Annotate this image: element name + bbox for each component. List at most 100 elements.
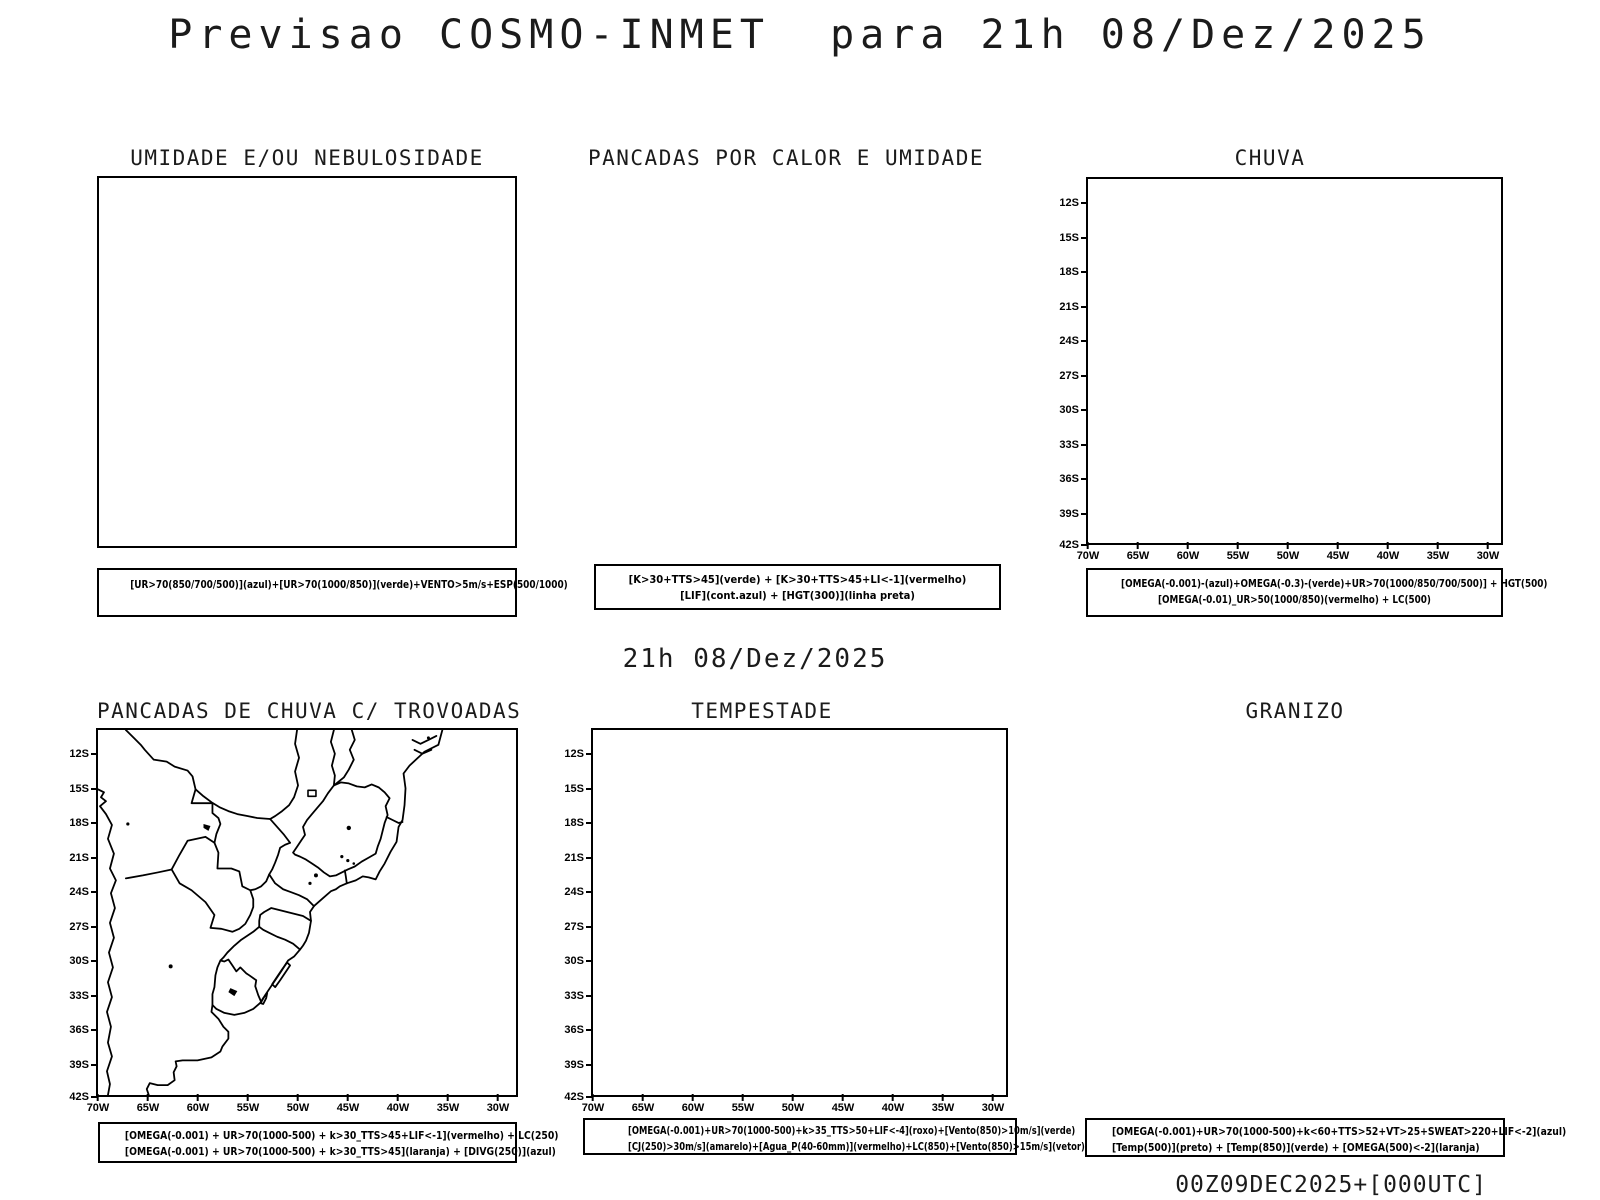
lon-tick-label: 55W [1226, 542, 1250, 562]
lat-tick-label: 27S [69, 920, 98, 933]
lat-tick-label: 36S [1059, 473, 1088, 485]
lon-tick-label: 30W [981, 1094, 1005, 1114]
lon-tick-label: 35W [931, 1094, 955, 1114]
legend-line: [OMEGA(-0.001)+UR>70(1000-500)+k>35_TTS>… [628, 1125, 1076, 1137]
plot-frame-chuva: 12S 15S 18S 21S 24S 27S 30S 33S 36S 39S … [1059, 177, 1503, 562]
border-sc-argentina [258, 914, 262, 928]
lat-tick-label: 12S [564, 748, 593, 760]
panel-title-tempestade: TEMPESTADE [691, 699, 833, 723]
border-goias-west [269, 818, 291, 844]
lon-tick-label: 50W [781, 1094, 805, 1114]
border-sc-rs [258, 925, 301, 951]
lat-tick-label: 30S [69, 955, 98, 967]
lon-tick-label: 70W [1076, 542, 1100, 562]
border-pr-sc [259, 907, 312, 922]
lon-tick-label: 50W [286, 1094, 310, 1114]
border-ne-states-1 [411, 735, 438, 745]
lon-tick-label: 30W [486, 1094, 510, 1114]
lagoa-dos-patos [271, 961, 291, 989]
border-bolivia-brazil [124, 730, 222, 844]
lat-tick-label: 27S [1059, 369, 1088, 382]
lon-tick-label: 60W [681, 1094, 705, 1114]
border-bolivia-argentina [124, 868, 173, 880]
lon-tick-label: 55W [731, 1094, 755, 1114]
lat-tick-label: 18S [69, 817, 98, 829]
border-uruguay [211, 958, 263, 1006]
lon-tick-label: 55W [236, 1094, 260, 1114]
lon-tick-label: 35W [436, 1094, 460, 1114]
lat-tick-label: 36S [564, 1024, 593, 1036]
border-rj-sp [343, 869, 348, 885]
legend-pancadas-calor: [K>30+TTS>45](verde) + [K>30+TTS>45+LI<-… [594, 564, 1001, 610]
lat-tick-label: 39S [1059, 507, 1088, 520]
lat-tick-label: 39S [564, 1058, 593, 1071]
distrito-federal-square [307, 789, 317, 798]
lat-tick-label: 15S [1059, 231, 1088, 244]
lon-tick-label: 30W [1476, 542, 1500, 562]
plot-frame-pancadas-trovoadas: 12S 15S 18S 21S 24S 27S 30S 33S 36S 39S … [69, 728, 518, 1114]
lat-tick-label: 42S [564, 1091, 593, 1103]
valid-time-subtitle: 21h 08/Dez/2025 [622, 644, 888, 674]
lat-tick-label: 21S [564, 851, 593, 864]
border-rio-parana [249, 841, 291, 892]
lat-tick-label: 24S [564, 886, 593, 898]
lon-tick-label: 50W [1276, 542, 1300, 562]
legend-line: [OMEGA(-0.001) + UR>70(1000-500) + k>30_… [124, 1145, 556, 1158]
lon-tick-label: 70W [581, 1094, 605, 1114]
lat-tick-label: 15S [564, 782, 593, 795]
legend-pancadas-trovoadas: [OMEGA(-0.001) + UR>70(1000-500) + k>30_… [98, 1122, 559, 1163]
border-andes [98, 788, 117, 1095]
coastline [145, 730, 444, 1095]
panel-title-chuva: CHUVA [1234, 146, 1306, 170]
plot-frame-umidade [97, 176, 517, 548]
legend-line: [OMEGA(-0.001)-(azul)+OMEGA(-0.3)-(verde… [1121, 578, 1548, 590]
legend-tempestade: [OMEGA(-0.001)+UR>70(1000-500)+k>35_TTS>… [583, 1118, 1085, 1155]
panel-title-umidade: UMIDADE E/OU NEBULOSIDADE [130, 146, 484, 170]
border-es-ba [385, 816, 404, 824]
legend-line: [OMEGA(-0.001)+UR>70(1000-500)+k<60+TTS>… [1111, 1126, 1567, 1138]
lon-tick-label: 45W [336, 1094, 360, 1114]
legend-line: [UR>70(850/700/500)](azul)+[UR>70(1000/8… [130, 579, 568, 591]
brazil-map [98, 730, 444, 1095]
legend-granizo: [OMEGA(-0.001)+UR>70(1000-500)+k<60+TTS>… [1085, 1118, 1567, 1157]
lon-tick-label: 40W [1376, 542, 1400, 562]
lat-tick-label: 30S [564, 955, 593, 967]
lon-tick-label: 45W [831, 1094, 855, 1114]
panel-title-pancadas-trovoadas: PANCADAS DE CHUVA C/ TROVOADAS [97, 699, 522, 723]
lon-tick-label: 65W [1126, 542, 1150, 562]
panel-title-pancadas-calor: PANCADAS POR CALOR E UMIDADE [587, 146, 984, 170]
border-ne-states-2 [413, 748, 433, 755]
legend-line: [CJ(250)>30m/s](amarelo)+[Agua_P(40-60mm… [628, 1140, 1085, 1153]
lat-tick-label: 30S [1059, 404, 1088, 416]
legend-line: [OMEGA(-0.01)_UR>50(1000/850)(vermelho) … [1158, 593, 1431, 606]
lake-blobs [126, 736, 430, 997]
lagoa-mirim [259, 992, 269, 1005]
run-timestamp: 00Z09DEC2025+[000UTC] [1175, 1172, 1487, 1198]
lat-tick-label: 36S [69, 1024, 98, 1036]
lon-tick-label: 65W [136, 1094, 160, 1114]
lon-tick-label: 60W [1176, 542, 1200, 562]
lon-tick-label: 45W [1326, 542, 1350, 562]
lat-tick-label: 21S [69, 851, 98, 864]
lon-tick-label: 40W [881, 1094, 905, 1114]
lon-tick-label: 65W [631, 1094, 655, 1114]
lat-tick-label: 24S [1059, 335, 1088, 347]
lat-tick-label: 15S [69, 782, 98, 795]
page-title: Previsao COSMO-INMET para 21h 08/Dez/202… [168, 12, 1432, 58]
legend-line: [Temp(500)](preto) + [Temp(850)](verde) … [1111, 1141, 1480, 1154]
legend-line: [LIF](cont.azul) + [HGT(300)](linha pret… [680, 589, 915, 602]
border-tocantins-west [269, 730, 300, 820]
border-mt-south [194, 788, 272, 820]
lat-tick-label: 42S [69, 1091, 98, 1103]
border-sp-pr [268, 873, 315, 907]
lon-tick-label: 40W [386, 1094, 410, 1114]
lat-tick-label: 24S [69, 886, 98, 898]
plot-frame-tempestade: 12S 15S 18S 21S 24S 27S 30S 33S 36S 39S … [564, 728, 1008, 1114]
lon-tick-label: 70W [86, 1094, 110, 1114]
lat-tick-label: 27S [564, 920, 593, 933]
legend-line: [OMEGA(-0.001) + UR>70(1000-500) + k>30_… [124, 1130, 559, 1142]
lat-tick-label: 33S [1059, 438, 1088, 451]
lat-tick-label: 42S [1059, 539, 1088, 551]
legend-line: [K>30+TTS>45](verde) + [K>30+TTS>45+LI<-… [628, 574, 967, 586]
